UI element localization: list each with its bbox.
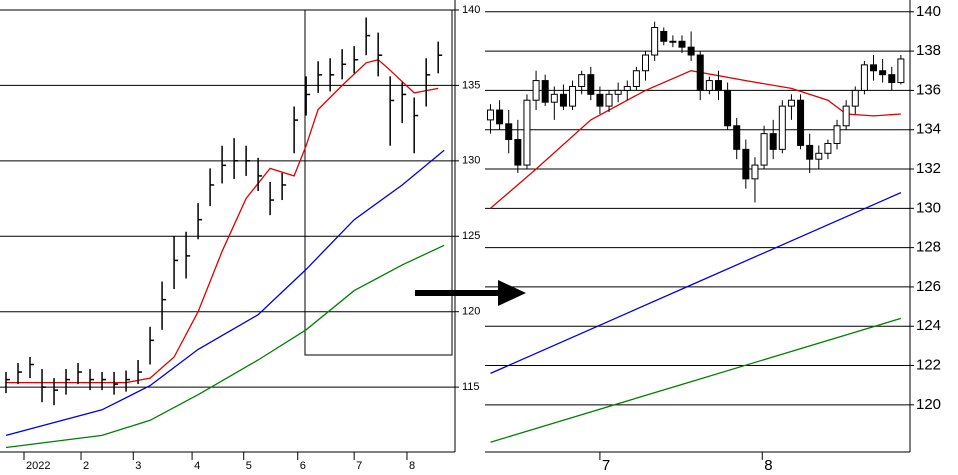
candle-body [651, 27, 659, 56]
candle-body [842, 105, 850, 127]
y-tick-label: 136 [916, 81, 941, 98]
candle-body [860, 64, 868, 91]
x-tick-label: 5 [246, 460, 252, 472]
y-tick-label: 140 [916, 3, 941, 20]
candle-body [587, 74, 595, 95]
x-tick-label: 8 [764, 457, 772, 474]
y-tick-label: 125 [462, 230, 480, 242]
moving-average-line [490, 317, 902, 443]
y-tick-label: 120 [462, 306, 480, 318]
y-tick-label: 128 [916, 239, 941, 256]
candle-body [870, 64, 878, 72]
candle-body [614, 89, 622, 95]
candle-body [623, 85, 631, 91]
candle-body [879, 70, 887, 76]
moving-average-line [490, 70, 901, 209]
y-tick-label: 115 [462, 381, 480, 393]
candle-body [687, 46, 695, 56]
candle-body [806, 144, 814, 160]
x-tick-label: 8 [409, 460, 415, 472]
candle-body [486, 109, 494, 121]
y-tick-label: 126 [916, 278, 941, 295]
candle-body [678, 40, 686, 48]
candle-body [751, 164, 759, 180]
candle-body [769, 133, 777, 150]
candle-body [532, 80, 540, 101]
candle-body [778, 105, 786, 150]
y-tick-label: 135 [462, 79, 480, 91]
candle-body [605, 93, 613, 107]
y-tick-label: 130 [916, 199, 941, 216]
candle-body [724, 89, 732, 127]
y-tick-label: 132 [916, 160, 941, 177]
candle-body [851, 89, 859, 107]
candle-body [523, 99, 531, 166]
candle-body [660, 30, 668, 42]
candle-body [541, 80, 549, 103]
candle-body [569, 85, 577, 107]
candle-body [505, 123, 513, 141]
candle-body [797, 99, 805, 146]
x-tick-label: 6 [300, 460, 306, 472]
candle-body [669, 40, 677, 43]
moving-average-line [5, 244, 445, 449]
candle-body [787, 99, 795, 107]
y-tick-label: 140 [462, 4, 480, 16]
candle-body [696, 54, 704, 91]
y-tick-label: 130 [462, 155, 480, 167]
x-tick-label: 4 [194, 460, 200, 472]
candle-body [642, 54, 650, 72]
zoom-arrow [415, 280, 526, 306]
candle-body [578, 74, 586, 87]
candle-body [596, 93, 604, 107]
y-tick-label: 138 [916, 42, 941, 59]
candle-body [705, 80, 713, 91]
candle-body [897, 58, 905, 84]
candle-body [760, 133, 768, 166]
candle-body [742, 148, 750, 180]
x-tick-label: 7 [356, 460, 362, 472]
x-tick-label: 2022 [26, 460, 50, 472]
candle-body [632, 70, 640, 87]
y-tick-label: 124 [916, 317, 941, 334]
candle-body [514, 139, 522, 166]
candle-body [733, 125, 741, 150]
x-tick-label: 2 [83, 460, 89, 472]
candle-body [815, 152, 823, 160]
x-tick-label: 7 [602, 457, 610, 474]
candle-body [496, 109, 504, 125]
x-tick-label: 3 [135, 460, 141, 472]
y-tick-label: 134 [916, 121, 941, 138]
y-tick-label: 120 [916, 396, 941, 413]
moving-average-line [490, 192, 902, 374]
candle-body [550, 93, 558, 103]
candle-body [824, 142, 832, 154]
candle-body [714, 80, 722, 91]
moving-average-line [5, 149, 445, 437]
moving-average-line [6, 58, 439, 384]
y-tick-label: 122 [916, 356, 941, 373]
candle-body [559, 93, 567, 107]
candle-body [888, 74, 896, 84]
candle-body [833, 125, 841, 144]
